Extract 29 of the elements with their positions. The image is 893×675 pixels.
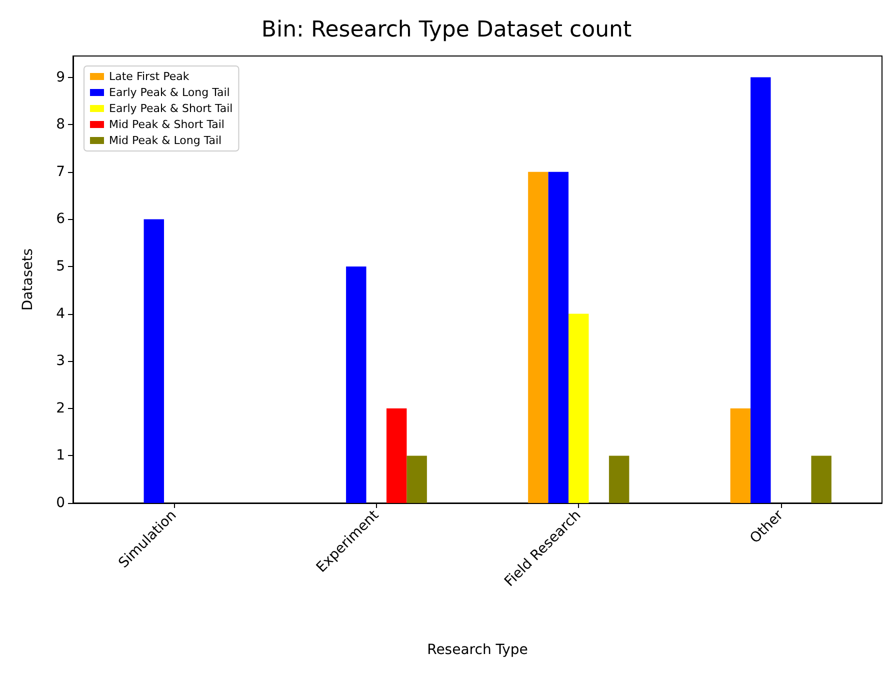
y-tick-label: 6 <box>56 211 66 228</box>
legend-label: Early Peak & Long Tail <box>109 86 230 99</box>
legend-label: Mid Peak & Short Tail <box>109 118 224 131</box>
bar <box>811 456 832 503</box>
bar <box>750 77 771 503</box>
bar <box>528 172 548 503</box>
y-tick-label: 9 <box>56 69 65 86</box>
bar <box>608 456 630 503</box>
bar <box>548 172 569 503</box>
legend-label: Early Peak & Short Tail <box>109 102 233 115</box>
bar <box>406 456 427 503</box>
y-tick-label: 5 <box>56 258 65 274</box>
x-axis-title: Research Type <box>427 642 528 658</box>
y-axis-title: Datasets <box>20 248 36 311</box>
y-tick-label: 7 <box>56 164 65 180</box>
y-tick-label: 1 <box>56 448 65 464</box>
y-tick-label: 0 <box>56 495 65 511</box>
y-tick-label: 4 <box>56 306 66 322</box>
bar <box>144 219 164 503</box>
bar <box>386 408 407 503</box>
chart-title: Bin: Research Type Dataset count <box>261 18 632 42</box>
bar <box>568 314 589 503</box>
y-tick-label: 8 <box>56 116 65 133</box>
y-tick-label: 2 <box>56 400 65 416</box>
legend-label: Late First Peak <box>109 70 190 83</box>
bar <box>730 408 751 503</box>
bar <box>346 266 366 503</box>
legend-label: Mid Peak & Long Tail <box>109 134 222 147</box>
y-tick-label: 3 <box>56 353 65 370</box>
